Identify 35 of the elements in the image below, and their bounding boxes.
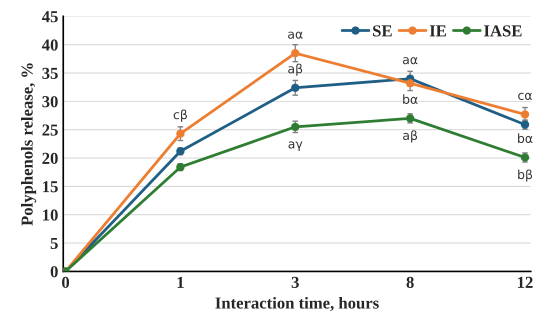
y-tick-label: 35 (42, 68, 58, 79)
annotation: bα (518, 133, 532, 144)
y-tick-label: 25 (42, 124, 58, 136)
point (291, 49, 300, 58)
y-axis-title: Polyphenols release, % (21, 63, 36, 226)
annotation: aα (402, 57, 418, 64)
annotation: aγ (288, 141, 302, 151)
legend-label: SE (373, 25, 392, 37)
y-tick-label: 0 (50, 266, 58, 278)
x-tick-label: 0 (62, 276, 70, 288)
annotation: aα (288, 32, 303, 39)
y-tick-label: 30 (42, 96, 58, 108)
annotation: bα (403, 94, 418, 104)
annotation: cβ (174, 110, 187, 122)
y-tick-label: 10 (43, 209, 58, 221)
x-axis-title: Interaction time, hours (215, 296, 379, 312)
y-tick-label: 20 (42, 152, 58, 164)
x-tick-label: 1 (178, 276, 184, 288)
x-tick-label: 3 (292, 276, 299, 288)
annotation: bβ (518, 169, 532, 182)
x-tick-label: 8 (406, 276, 414, 288)
y-tick-label: 40 (42, 39, 58, 51)
point (291, 84, 300, 92)
legend-label: IE (430, 25, 446, 36)
y-tick-label: 15 (43, 181, 58, 192)
point (176, 130, 185, 138)
annotation: aβ (288, 64, 302, 76)
legend-label: IASE (484, 25, 522, 37)
y-tick-label: 45 (42, 11, 58, 22)
annotation: cα (518, 92, 532, 100)
x-tick-label: 12 (518, 276, 533, 288)
annotation: aβ (403, 130, 418, 143)
point (291, 122, 300, 132)
y-tick-label: 5 (50, 238, 58, 250)
point (520, 110, 530, 119)
